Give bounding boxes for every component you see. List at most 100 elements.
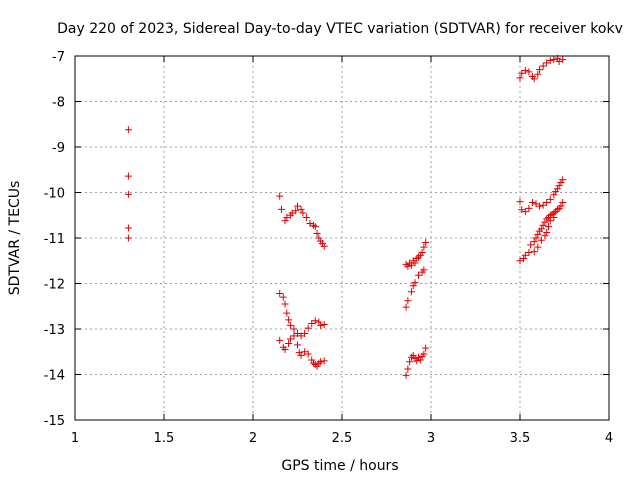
data-point xyxy=(402,260,410,268)
data-point xyxy=(320,242,328,250)
y-tick-label: -13 xyxy=(44,323,65,338)
y-tick-label: -11 xyxy=(44,232,65,247)
data-point xyxy=(530,75,538,83)
data-point xyxy=(404,365,412,373)
data-point xyxy=(315,234,323,242)
data-point xyxy=(404,297,412,305)
data-point xyxy=(288,209,296,217)
data-point xyxy=(124,224,132,232)
data-point xyxy=(411,279,419,287)
data-point xyxy=(516,198,524,206)
data-point xyxy=(546,195,554,203)
data-point xyxy=(407,261,415,269)
data-point xyxy=(415,271,423,279)
data-point xyxy=(297,332,305,340)
data-point xyxy=(520,254,528,262)
data-point xyxy=(553,206,561,214)
data-point xyxy=(406,358,414,366)
data-point xyxy=(308,356,316,364)
data-point xyxy=(302,214,310,222)
data-point xyxy=(527,241,535,249)
data-point xyxy=(277,205,285,213)
data-point xyxy=(534,230,542,238)
y-axis-label: SDTVAR / TECUs xyxy=(7,181,23,296)
data-point xyxy=(555,182,563,190)
data-point xyxy=(407,288,415,296)
x-tick-label: 4 xyxy=(605,431,613,446)
data-point xyxy=(304,324,312,332)
data-point xyxy=(279,293,287,301)
y-tick-label: -12 xyxy=(44,278,65,293)
data-point xyxy=(550,191,558,199)
data-point xyxy=(415,253,423,261)
data-point xyxy=(516,74,524,82)
x-tick-label: 2.5 xyxy=(332,431,353,446)
data-point xyxy=(294,202,301,210)
data-point xyxy=(532,200,540,208)
data-point xyxy=(313,362,321,370)
data-point xyxy=(546,217,554,225)
data-point xyxy=(294,341,301,349)
data-point xyxy=(532,234,540,242)
x-tick-label: 1 xyxy=(71,431,79,446)
data-point xyxy=(539,62,547,70)
data-point xyxy=(413,254,421,262)
data-point xyxy=(536,202,544,210)
data-point xyxy=(276,336,284,344)
data-point xyxy=(317,321,325,329)
data-point xyxy=(317,358,325,366)
x-tick-label: 3.5 xyxy=(510,431,531,446)
data-point xyxy=(315,318,323,326)
x-tick-label: 3 xyxy=(427,431,435,446)
data-point xyxy=(407,353,415,361)
chart-title: Day 220 of 2023, Sidereal Day-to-day VTE… xyxy=(57,21,623,37)
data-point xyxy=(521,67,529,75)
data-point xyxy=(402,303,410,311)
data-point xyxy=(286,335,294,343)
data-point xyxy=(530,238,538,246)
data-point xyxy=(315,359,323,367)
data-point xyxy=(516,257,524,265)
data-point xyxy=(124,172,132,180)
data-point xyxy=(283,309,291,317)
data-point xyxy=(413,357,421,365)
data-point xyxy=(518,69,526,77)
data-point xyxy=(525,68,533,76)
data-point xyxy=(276,192,284,200)
x-tick-label: 1.5 xyxy=(154,431,175,446)
data-point xyxy=(297,205,305,213)
data-point xyxy=(543,215,551,223)
data-point xyxy=(521,251,529,259)
data-point xyxy=(420,350,428,358)
data-point xyxy=(294,330,301,338)
data-point xyxy=(308,320,316,328)
data-point xyxy=(528,199,536,207)
data-point xyxy=(283,214,291,222)
data-point xyxy=(310,221,318,229)
data-point xyxy=(285,316,293,324)
data-point xyxy=(534,243,542,251)
y-tick-label: -10 xyxy=(44,187,65,202)
data-point xyxy=(281,217,289,225)
data-point xyxy=(409,282,417,290)
data-point xyxy=(544,223,552,231)
data-point xyxy=(553,185,561,193)
data-point xyxy=(539,221,547,229)
x-tick-label: 2 xyxy=(249,431,257,446)
data-point xyxy=(404,262,412,270)
data-point xyxy=(292,207,300,215)
grid-lines xyxy=(75,56,609,420)
data-point xyxy=(311,317,319,325)
data-point xyxy=(276,290,284,298)
data-point xyxy=(281,345,289,353)
data-point xyxy=(306,219,314,227)
data-point xyxy=(557,202,565,210)
data-point xyxy=(420,243,428,251)
data-points xyxy=(124,54,567,379)
data-point xyxy=(409,351,417,359)
data-point xyxy=(539,201,547,209)
x-axis-label: GPS time / hours xyxy=(281,458,398,474)
data-point xyxy=(536,66,544,74)
data-point xyxy=(422,239,430,247)
